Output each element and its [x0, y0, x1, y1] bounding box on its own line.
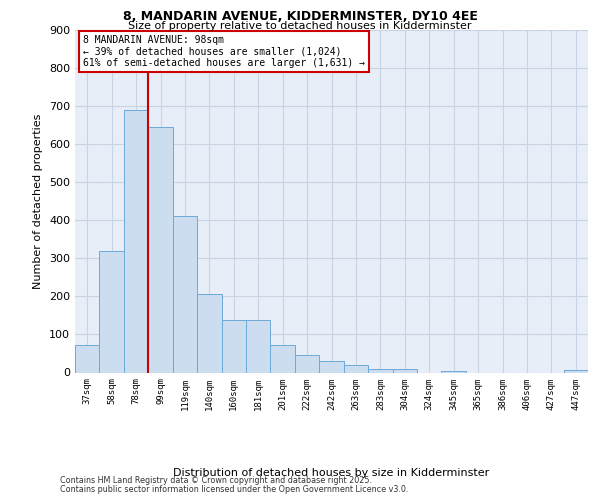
Bar [319, 361, 344, 372]
Bar [368, 368, 392, 372]
Bar [295, 356, 319, 372]
Y-axis label: Number of detached properties: Number of detached properties [34, 114, 43, 289]
Text: Contains HM Land Registry data © Crown copyright and database right 2025.: Contains HM Land Registry data © Crown c… [60, 476, 372, 485]
Text: Size of property relative to detached houses in Kidderminster: Size of property relative to detached ho… [128, 21, 472, 31]
Text: Contains public sector information licensed under the Open Government Licence v3: Contains public sector information licen… [60, 484, 409, 494]
Bar [197, 294, 221, 372]
Bar [148, 127, 173, 372]
Bar [392, 368, 417, 372]
X-axis label: Distribution of detached houses by size in Kidderminster: Distribution of detached houses by size … [173, 468, 490, 478]
Bar [344, 365, 368, 372]
Bar [271, 345, 295, 372]
Text: 8, MANDARIN AVENUE, KIDDERMINSTER, DY10 4EE: 8, MANDARIN AVENUE, KIDDERMINSTER, DY10 … [122, 10, 478, 23]
Bar [100, 250, 124, 372]
Bar [221, 320, 246, 372]
Bar [124, 110, 148, 372]
Text: 8 MANDARIN AVENUE: 98sqm
← 39% of detached houses are smaller (1,024)
61% of sem: 8 MANDARIN AVENUE: 98sqm ← 39% of detach… [83, 35, 365, 68]
Bar [563, 370, 588, 372]
Bar [75, 345, 100, 372]
Bar [442, 370, 466, 372]
Bar [246, 320, 271, 372]
Bar [173, 216, 197, 372]
